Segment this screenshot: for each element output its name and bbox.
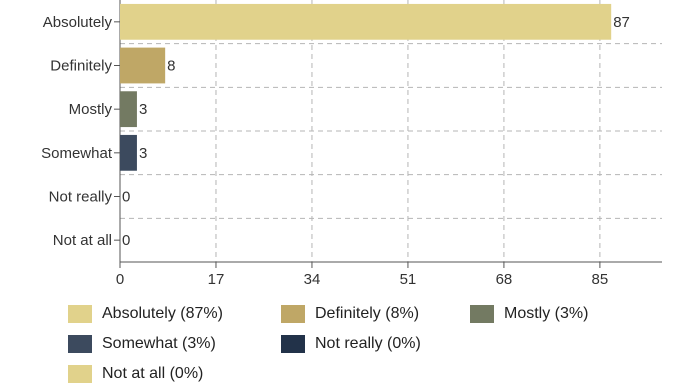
legend-swatch-not-really	[281, 335, 305, 353]
bar-chart: 0 17 34 51 68 85 Absolutely 87 Definitely 8 Mostl…	[41, 0, 662, 288]
bar-mostly	[120, 91, 137, 128]
value-label-definitely: 8	[167, 58, 175, 75]
legend-item-not-really: Not really (0%)	[281, 332, 421, 356]
category-label-not-at-all: Not at all	[53, 232, 112, 249]
value-label-not-at-all: 0	[122, 232, 130, 249]
legend-label-not-at-all: Not at all (0%)	[102, 365, 204, 382]
legend-label-mostly: Mostly (3%)	[504, 305, 589, 322]
legend-label-somewhat: Somewhat (3%)	[102, 335, 216, 352]
legend: Absolutely (87%) Definitely (8%) Mostly …	[68, 300, 668, 384]
bars	[120, 3, 612, 171]
category-label-definitely: Definitely	[50, 58, 112, 75]
axes: 0 17 34 51 68 85	[114, 0, 662, 288]
x-tick-label-68: 68	[496, 271, 513, 288]
legend-label-not-really: Not really (0%)	[315, 335, 421, 352]
bar-definitely	[120, 47, 166, 84]
legend-label-absolutely: Absolutely (87%)	[102, 305, 223, 322]
category-label-somewhat: Somewhat	[41, 145, 113, 162]
x-tick-label-85: 85	[592, 271, 609, 288]
value-label-mostly: 3	[139, 101, 147, 118]
value-label-not-really: 0	[122, 189, 130, 206]
legend-item-absolutely: Absolutely (87%)	[68, 302, 223, 326]
legend-item-somewhat: Somewhat (3%)	[68, 332, 216, 356]
value-label-somewhat: 3	[139, 145, 147, 162]
x-tick-label-34: 34	[304, 271, 321, 288]
legend-swatch-somewhat	[68, 335, 92, 353]
legend-swatch-not-at-all	[68, 365, 92, 383]
legend-swatch-absolutely	[68, 305, 92, 323]
legend-swatch-definitely	[281, 305, 305, 323]
category-label-mostly: Mostly	[69, 101, 113, 118]
x-tick-label-0: 0	[116, 271, 124, 288]
value-label-absolutely: 87	[613, 14, 630, 31]
grid	[120, 0, 662, 262]
bar-absolutely	[120, 3, 612, 40]
category-label-absolutely: Absolutely	[43, 14, 113, 31]
legend-item-not-at-all: Not at all (0%)	[68, 362, 203, 386]
x-tick-label-17: 17	[208, 271, 225, 288]
x-tick-label-51: 51	[400, 271, 417, 288]
legend-label-definitely: Definitely (8%)	[315, 305, 420, 322]
bar-somewhat	[120, 134, 137, 171]
category-label-not-really: Not really	[49, 189, 113, 206]
legend-swatch-mostly	[470, 305, 494, 323]
legend-item-definitely: Definitely (8%)	[281, 302, 419, 326]
legend-item-mostly: Mostly (3%)	[470, 302, 588, 326]
labels: Absolutely 87 Definitely 8 Mostly 3 Somewhat 3 N…	[41, 14, 630, 249]
